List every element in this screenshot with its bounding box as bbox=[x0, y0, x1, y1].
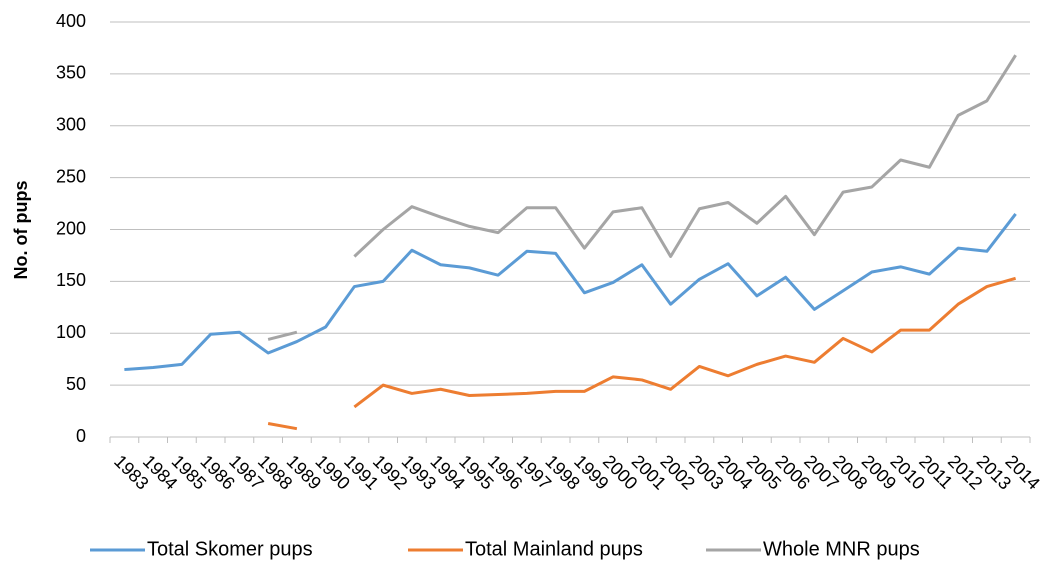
y-tick-label: 300 bbox=[56, 115, 86, 135]
y-tick-label: 200 bbox=[56, 218, 86, 238]
series-line bbox=[124, 213, 1017, 372]
y-tick-label: 350 bbox=[56, 63, 86, 83]
y-tick-label: 250 bbox=[56, 166, 86, 186]
y-tick-label: 400 bbox=[56, 11, 86, 31]
y-tick-label: 100 bbox=[56, 322, 86, 342]
legend-label: Total Mainland pups bbox=[465, 538, 643, 560]
legend-label: Whole MNR pups bbox=[763, 538, 920, 560]
series-line bbox=[267, 276, 1017, 431]
series-line bbox=[267, 54, 1017, 341]
y-tick-label: 50 bbox=[66, 374, 86, 394]
y-axis-label: No. of pups bbox=[11, 181, 31, 280]
y-tick-label: 150 bbox=[56, 270, 86, 290]
y-tick-label: 0 bbox=[76, 426, 86, 446]
legend-label: Total Skomer pups bbox=[147, 538, 313, 560]
